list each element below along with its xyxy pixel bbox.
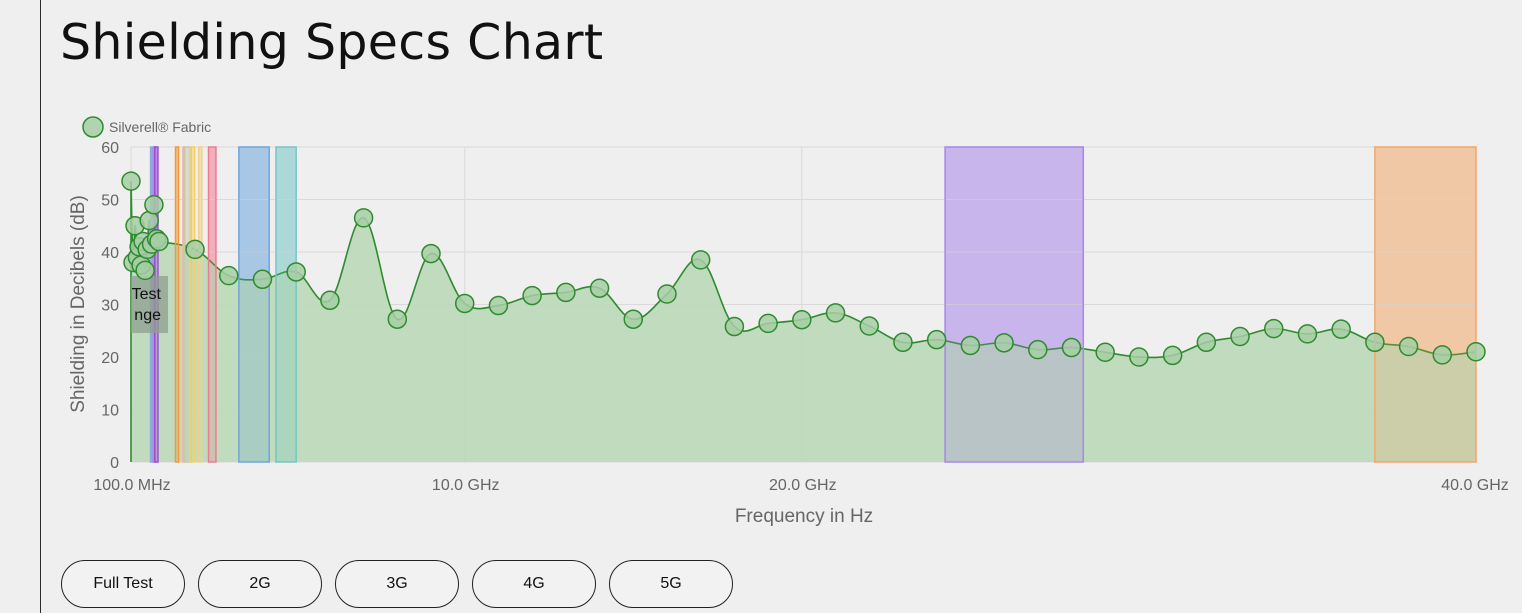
frequency-band-outline-6 [183,146,192,463]
data-point[interactable] [926,329,947,350]
data-point[interactable] [1028,339,1048,360]
annotation-text: Test [132,286,162,303]
data-point[interactable] [690,250,711,270]
frequency-band-outline-11 [275,146,297,463]
data-point[interactable] [121,171,141,191]
data-point[interactable] [792,309,812,330]
data-point[interactable] [589,278,610,298]
data-point[interactable] [1432,345,1453,365]
data-point[interactable] [135,260,155,281]
data-point[interactable] [1263,318,1284,339]
chart-legend[interactable]: Silverell® Fabric [82,116,211,138]
y-tick-label: 60 [101,140,119,157]
3g-button[interactable]: 3G [335,560,459,608]
data-point[interactable] [893,332,913,353]
shielding-chart: Test nge 0 10 20 30 40 50 60 100.0 MHz 10.0 GHz 20… [68,116,1509,527]
range-button-row: Full Test 2G 3G 4G 5G [61,560,733,608]
data-point[interactable] [149,231,169,252]
data-point[interactable] [1162,345,1183,366]
range-annotation: Test nge [131,276,168,333]
y-tick-label: 20 [101,350,119,367]
annotation-bg [131,276,168,333]
x-tick-label: 10.0 GHz [432,477,500,494]
data-point[interactable] [1230,326,1250,347]
y-axis-label: Shielding in Decibels (dB) [68,195,89,413]
annotation-text: nge [134,307,161,324]
data-point[interactable] [657,284,677,304]
data-point[interactable] [320,290,340,311]
data-point[interactable] [1398,336,1419,357]
data-point[interactable] [522,285,542,306]
data-point[interactable] [1095,342,1115,363]
data-point[interactable] [421,243,441,264]
data-point[interactable] [1331,319,1351,339]
data-point[interactable] [758,313,778,334]
frequency-band-outline-7 [189,146,196,463]
data-point[interactable] [994,333,1014,353]
frequency-band-outline-8 [198,146,203,463]
data-point[interactable] [286,262,306,282]
series-points[interactable] [121,171,1486,367]
data-point[interactable] [825,303,846,323]
data-point[interactable] [556,282,576,303]
range-annotation-box: Test nge [131,276,168,333]
2g-button[interactable]: 2G [198,560,322,608]
data-point[interactable] [1129,347,1149,367]
data-point[interactable] [454,293,475,314]
data-point[interactable] [387,309,408,329]
data-point[interactable] [353,208,374,228]
5g-button[interactable]: 5G [609,560,733,608]
y-tick-label: 0 [110,455,119,472]
frequency-band-outline-13 [1374,146,1477,463]
frequency-band-outline-10 [238,146,270,463]
full-test-button[interactable]: Full Test [61,560,185,608]
chart-axes: 0 10 20 30 40 50 60 100.0 MHz 10.0 GHz 20.0 GHz 40… [68,140,1509,527]
data-point[interactable] [488,295,509,316]
page-title: Shielding Specs Chart [60,14,604,71]
y-tick-label: 50 [101,193,119,210]
data-point[interactable] [1466,342,1486,362]
x-tick-label: 100.0 MHz [93,477,170,494]
frequency-bands-overlay [149,146,1477,463]
frequency-band-outline-4 [174,146,180,463]
data-point[interactable] [1061,337,1082,358]
x-axis-label: Frequency in Hz [735,506,873,527]
frequency-band-outline-12 [944,146,1085,463]
data-point[interactable] [623,309,644,329]
data-point[interactable] [185,239,205,260]
x-tick-label: 40.0 GHz [1441,477,1509,494]
data-point[interactable] [1196,332,1217,353]
data-point[interactable] [219,265,239,286]
data-point[interactable] [144,195,164,215]
data-point[interactable] [724,316,745,337]
data-point[interactable] [252,269,273,290]
y-tick-label: 30 [101,298,119,315]
data-point[interactable] [1297,324,1318,344]
data-point[interactable] [1365,332,1385,353]
legend-swatch [82,116,104,138]
y-tick-label: 10 [101,403,119,420]
frequency-band-outline-9 [207,146,217,463]
data-point[interactable] [859,316,879,336]
left-divider [40,0,41,613]
4g-button[interactable]: 4G [472,560,596,608]
legend-label[interactable]: Silverell® Fabric [109,119,211,135]
data-point[interactable] [960,335,981,356]
x-tick-label: 20.0 GHz [769,477,837,494]
y-tick-label: 40 [101,245,119,262]
